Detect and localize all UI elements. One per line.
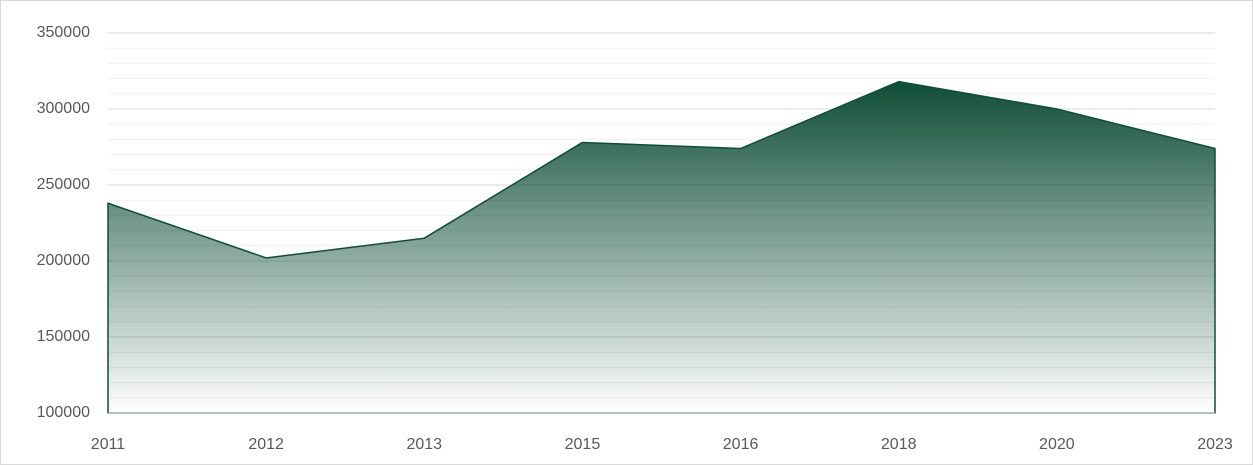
y-tick-label: 350000 xyxy=(37,24,90,41)
x-tick-label: 2023 xyxy=(1197,436,1233,453)
y-tick-label: 200000 xyxy=(37,252,90,269)
x-tick-label: 2012 xyxy=(248,436,284,453)
x-tick-label: 2020 xyxy=(1039,436,1075,453)
x-tick-label: 2015 xyxy=(565,436,601,453)
area xyxy=(107,80,1216,414)
y-tick-label: 300000 xyxy=(37,100,90,117)
x-tick-label: 2011 xyxy=(91,436,126,453)
y-tick-label: 250000 xyxy=(37,176,90,193)
y-tick-label: 100000 xyxy=(37,404,90,421)
x-tick-label: 2018 xyxy=(881,436,917,453)
y-tick-label: 150000 xyxy=(37,328,90,345)
x-tick-label: 2013 xyxy=(406,436,442,453)
x-tick-label: 2016 xyxy=(723,436,759,453)
